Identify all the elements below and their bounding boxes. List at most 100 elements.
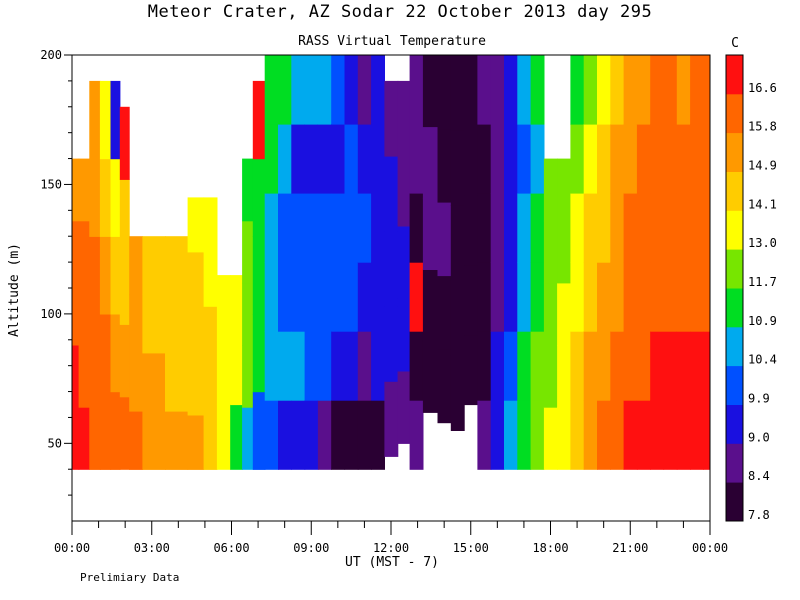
- heatmap-cell: [384, 381, 399, 457]
- x-tick-label: 18:00: [532, 541, 568, 555]
- heatmap-cell: [242, 407, 254, 470]
- y-tick-label: 100: [40, 307, 62, 321]
- heatmap-cell: [357, 55, 372, 125]
- heatmap-cell: [597, 55, 611, 125]
- heatmap-cell: [304, 331, 319, 401]
- heatmap-cell: [517, 331, 532, 401]
- colorbar-swatch: [726, 443, 743, 483]
- heatmap-cell: [663, 262, 678, 332]
- heatmap-cell: [504, 193, 518, 263]
- colorbar-swatch: [726, 93, 743, 134]
- heatmap-cell: [357, 262, 372, 332]
- heatmap-cell: [72, 220, 80, 284]
- heatmap-cell: [252, 80, 266, 160]
- heatmap-cell: [203, 360, 218, 416]
- heatmap-cell: [557, 345, 571, 408]
- heatmap-cell: [690, 400, 704, 470]
- heatmap-cell: [165, 236, 189, 296]
- heatmap-cell: [78, 345, 90, 408]
- heatmap-cell: [78, 407, 90, 470]
- heatmap-cell: [384, 80, 399, 157]
- x-tick-label: 00:00: [692, 541, 728, 555]
- heatmap-cell: [252, 158, 266, 237]
- y-axis-label: Altitude (m): [7, 243, 22, 337]
- heatmap-cell: [477, 193, 492, 263]
- heatmap-cell: [450, 355, 465, 431]
- heatmap-cell: [72, 407, 80, 470]
- heatmap-cell: [119, 396, 130, 470]
- heatmap-cell: [230, 339, 243, 406]
- heatmap-cell: [504, 55, 518, 125]
- heatmap-cell: [344, 193, 359, 263]
- heatmap-cell: [72, 158, 80, 222]
- heatmap-cell: [690, 331, 704, 401]
- heatmap-cell: [252, 313, 266, 393]
- heatmap-cell: [597, 400, 611, 470]
- heatmap-cell: [490, 55, 505, 125]
- colorbar-level-label: 10.4: [748, 353, 777, 367]
- colorbar-swatch: [726, 365, 743, 405]
- heatmap-cell: [636, 124, 651, 194]
- heatmap-cell: [264, 262, 279, 332]
- heatmap-cell: [344, 124, 359, 194]
- heatmap-cell: [583, 400, 598, 470]
- heatmap-cell: [291, 262, 306, 332]
- heatmap-cell: [543, 407, 558, 470]
- heatmap-cell: [676, 262, 691, 332]
- colorbar-level-label: 9.9: [748, 392, 770, 406]
- heatmap-cell: [490, 124, 505, 194]
- heatmap-cell: [110, 80, 121, 160]
- heatmap-cell: [530, 262, 545, 332]
- heatmap-cell: [317, 262, 332, 332]
- x-axis-label: UT (MST - 7): [345, 555, 439, 570]
- heatmap-cell: [623, 124, 638, 194]
- heatmap-cell: [650, 262, 665, 332]
- heatmap-cell: [89, 158, 101, 237]
- colorbar-swatch: [726, 326, 743, 367]
- heatmap-cell: [464, 55, 478, 126]
- chart-title: Meteor Crater, AZ Sodar 22 October 2013 …: [147, 2, 653, 22]
- x-tick-label: 00:00: [54, 541, 90, 555]
- x-tick-label: 09:00: [293, 541, 329, 555]
- heatmap-cell: [409, 124, 424, 194]
- heatmap-cell: [317, 400, 332, 470]
- heatmap-cell: [129, 294, 144, 354]
- heatmap-cell: [165, 294, 189, 354]
- heatmap-cell: [129, 411, 144, 470]
- heatmap-cell: [597, 262, 611, 332]
- heatmap-cell: [89, 313, 101, 393]
- heatmap-cell: [72, 345, 80, 408]
- heatmap-cell: [252, 391, 266, 470]
- heatmap-cell: [384, 306, 399, 382]
- heatmap-cell: [344, 400, 359, 470]
- heatmap-cell: [397, 370, 411, 444]
- heatmap-cell: [304, 193, 319, 263]
- heatmap-cell: [610, 193, 625, 263]
- heatmap-cell: [676, 331, 691, 401]
- heatmap-cell: [203, 197, 218, 253]
- heatmap-cell: [450, 205, 465, 281]
- heatmap-cell: [530, 193, 545, 263]
- heatmap-cell: [557, 220, 571, 284]
- heatmap-cell: [119, 251, 130, 325]
- heatmap-cell: [357, 124, 372, 194]
- heatmap-cell: [187, 197, 205, 253]
- heatmap-cell: [216, 339, 231, 406]
- heatmap-cell: [291, 55, 306, 125]
- heatmap-cell: [583, 55, 598, 125]
- heatmap-cell: [409, 262, 424, 332]
- heatmap-cell: [703, 124, 710, 194]
- heatmap-cell: [623, 55, 638, 125]
- heatmap-cell: [331, 262, 346, 332]
- heatmap-cell: [142, 294, 166, 354]
- heatmap-cell: [291, 331, 306, 401]
- heatmap-cell: [278, 262, 292, 332]
- heatmap-cell: [371, 55, 385, 125]
- heatmap-cell: [464, 264, 478, 336]
- heatmap-cell: [278, 400, 292, 470]
- heatmap-cell: [187, 306, 205, 362]
- heatmap-cell: [437, 275, 452, 350]
- heatmap-cell: [242, 345, 254, 408]
- heatmap-cell: [278, 331, 292, 401]
- heatmap-cell: [344, 331, 359, 401]
